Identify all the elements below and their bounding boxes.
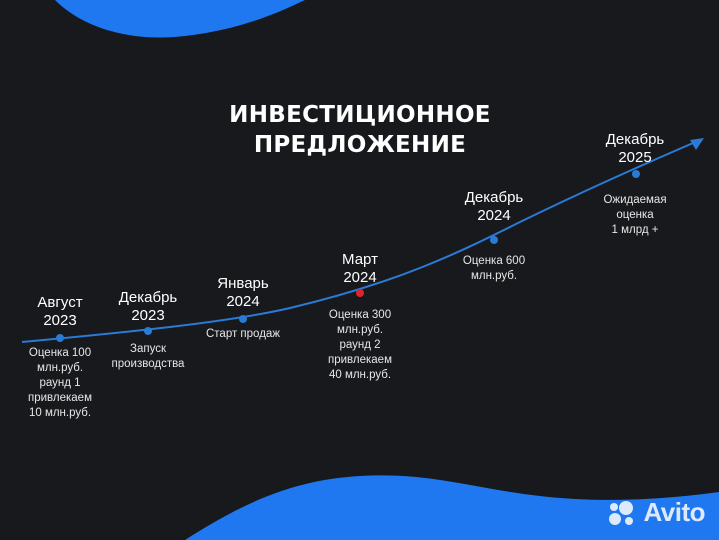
milestone-dot [144,327,152,335]
milestone-dot [56,334,64,342]
milestone-date: Декабрь 2025 [605,131,665,166]
top-blob [55,0,305,38]
watermark-text: Avito [643,497,705,527]
page-title: ИНВЕСТИЦИОННОЕ ПРЕДЛОЖЕНИЕ [190,100,530,160]
arrow-head-icon [690,138,704,150]
bottom-blob [185,475,719,540]
milestone-date: Декабрь 2024 [464,189,524,224]
milestone-description: Старт продаж [205,328,280,340]
milestone-description: Ожидаемая оценка 1 млрд + [603,194,667,236]
title-line: ИНВЕСТИЦИОННОЕ [229,102,491,128]
milestone-description: Оценка 100 млн.руб. раунд 1 привлекаем 1… [28,347,92,419]
milestone-description: Запуск производства [111,343,185,370]
milestone-date: Январь 2024 [217,275,269,310]
milestone-description: Оценка 300 млн.руб. раунд 2 привлекаем 4… [328,309,392,381]
milestone-date: Август 2023 [37,294,83,329]
milestone-dot [490,236,498,244]
milestone-date: Март 2024 [342,251,378,286]
avito-logo-icon [609,500,634,525]
milestone-dot-highlight [356,289,364,297]
milestone-description: Оценка 600 млн.руб. [462,255,526,282]
milestone-dot [632,170,640,178]
avito-watermark: Avito [607,497,705,528]
title-line: ПРЕДЛОЖЕНИЕ [253,132,467,158]
milestone-dot [239,315,247,323]
growth-line [21,139,701,343]
milestone-date: Декабрь 2023 [118,289,178,324]
